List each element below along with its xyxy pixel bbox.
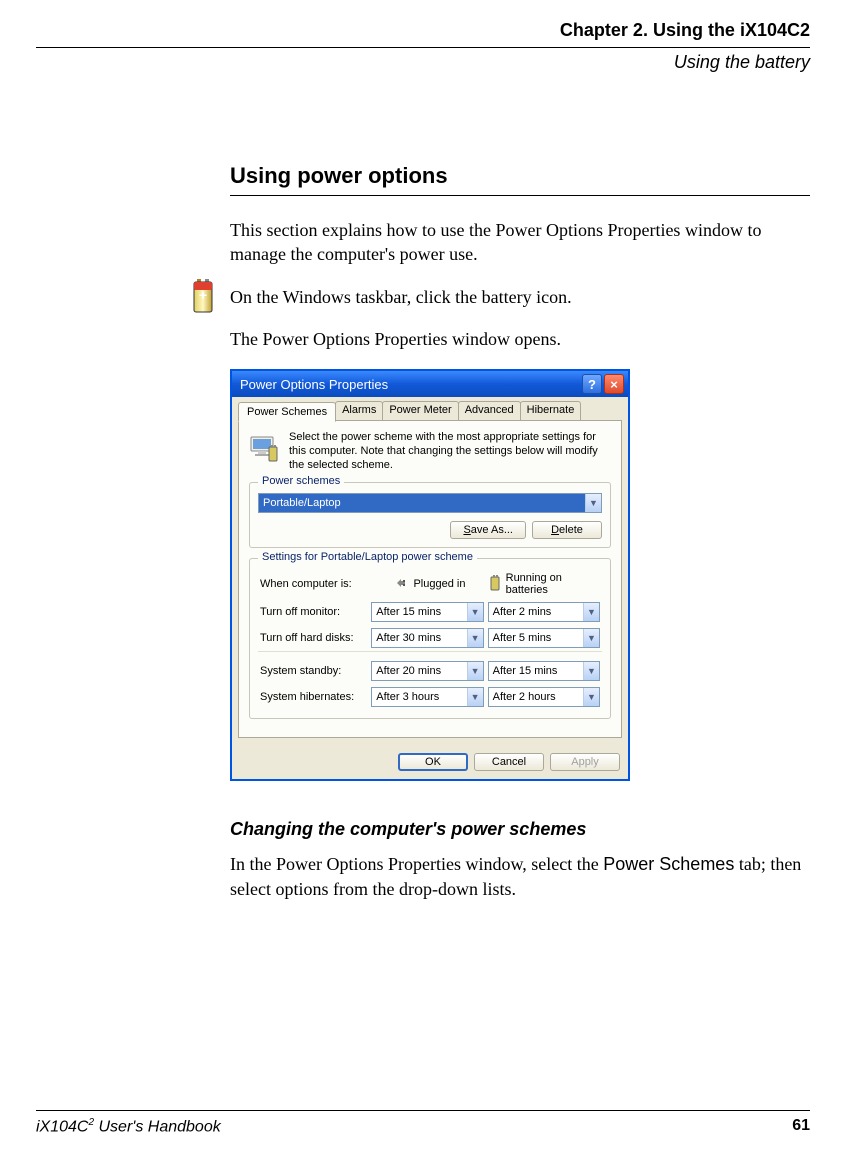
intro-text: Select the power scheme with the most ap… — [289, 431, 611, 472]
monitor-plugged-dropdown[interactable]: After 15 mins▼ — [371, 602, 483, 622]
page-number: 61 — [792, 1117, 810, 1136]
chevron-down-icon: ▼ — [583, 688, 599, 706]
monitor-battery-icon — [249, 431, 281, 472]
ok-button[interactable]: OK — [398, 753, 468, 771]
power-schemes-group: Power schemes Portable/Laptop ▼ Save As.… — [249, 482, 611, 548]
cancel-button[interactable]: Cancel — [474, 753, 544, 771]
tab-power-meter[interactable]: Power Meter — [382, 401, 458, 421]
standby-battery-dropdown[interactable]: After 15 mins▼ — [488, 661, 600, 681]
standby-plugged-dropdown[interactable]: After 20 mins▼ — [371, 661, 483, 681]
battery-margin-icon: + — [188, 277, 218, 315]
hibernate-battery-dropdown[interactable]: After 2 hours▼ — [488, 687, 600, 707]
tab-hibernate[interactable]: Hibernate — [520, 401, 582, 421]
tab-alarms[interactable]: Alarms — [335, 401, 383, 421]
chevron-down-icon: ▼ — [467, 688, 483, 706]
turn-off-monitor-label: Turn off monitor: — [258, 599, 369, 625]
chevron-down-icon: ▼ — [583, 662, 599, 680]
delete-button[interactable]: Delete — [532, 521, 602, 539]
paragraph-intro: This section explains how to use the Pow… — [230, 218, 810, 267]
plug-icon — [389, 575, 409, 594]
battery-icon — [488, 574, 502, 595]
heading-rule — [230, 195, 810, 196]
help-icon[interactable]: ? — [582, 374, 602, 394]
save-as-button[interactable]: Save As... — [450, 521, 526, 539]
subheading-changing-schemes: Changing the computer's power schemes — [230, 819, 810, 840]
chevron-down-icon: ▼ — [583, 629, 599, 647]
svg-text:+: + — [199, 287, 207, 303]
paragraph-result: The Power Options Properties window open… — [230, 327, 810, 351]
chevron-down-icon: ▼ — [467, 603, 483, 621]
paragraph-step: On the Windows taskbar, click the batter… — [230, 285, 810, 309]
tab-power-schemes[interactable]: Power Schemes — [238, 402, 336, 422]
running-on-batteries-label: Running on batteries — [506, 572, 600, 596]
system-standby-label: System standby: — [258, 658, 369, 684]
when-computer-is-label: When computer is: — [258, 569, 369, 599]
chevron-down-icon: ▼ — [467, 629, 483, 647]
hibernate-plugged-dropdown[interactable]: After 3 hours▼ — [371, 687, 483, 707]
dialog-title: Power Options Properties — [240, 377, 388, 392]
paragraph-changing-schemes: In the Power Options Properties window, … — [230, 852, 810, 901]
tab-panel-power-schemes: Select the power scheme with the most ap… — [238, 420, 622, 738]
disks-plugged-dropdown[interactable]: After 30 mins▼ — [371, 628, 483, 648]
settings-group: Settings for Portable/Laptop power schem… — [249, 558, 611, 719]
chevron-down-icon: ▼ — [583, 603, 599, 621]
chapter-title: Chapter 2. Using the iX104C2 — [0, 20, 810, 41]
power-options-dialog: Power Options Properties ? × Power Schem… — [230, 369, 630, 781]
power-schemes-group-title: Power schemes — [258, 475, 344, 487]
header-rule — [36, 47, 810, 48]
chevron-down-icon: ▼ — [467, 662, 483, 680]
dialog-titlebar: Power Options Properties ? × — [232, 371, 628, 397]
close-icon[interactable]: × — [604, 374, 624, 394]
monitor-battery-dropdown[interactable]: After 2 mins▼ — [488, 602, 600, 622]
tab-advanced[interactable]: Advanced — [458, 401, 521, 421]
scheme-dropdown[interactable]: Portable/Laptop ▼ — [258, 493, 602, 513]
plugged-in-label: Plugged in — [413, 578, 465, 590]
heading-using-power-options: Using power options — [230, 163, 810, 189]
turn-off-disks-label: Turn off hard disks: — [258, 625, 369, 652]
chevron-down-icon: ▼ — [585, 494, 601, 512]
dialog-tabs: Power Schemes Alarms Power Meter Advance… — [232, 397, 628, 421]
disks-battery-dropdown[interactable]: After 5 mins▼ — [488, 628, 600, 648]
scheme-dropdown-value: Portable/Laptop — [259, 497, 585, 509]
apply-button[interactable]: Apply — [550, 753, 620, 771]
footer-book-title: iX104C2 User's Handbook — [36, 1117, 221, 1136]
system-hibernates-label: System hibernates: — [258, 684, 369, 710]
footer-rule — [36, 1110, 810, 1111]
section-title: Using the battery — [0, 52, 810, 73]
settings-group-title: Settings for Portable/Laptop power schem… — [258, 551, 477, 563]
